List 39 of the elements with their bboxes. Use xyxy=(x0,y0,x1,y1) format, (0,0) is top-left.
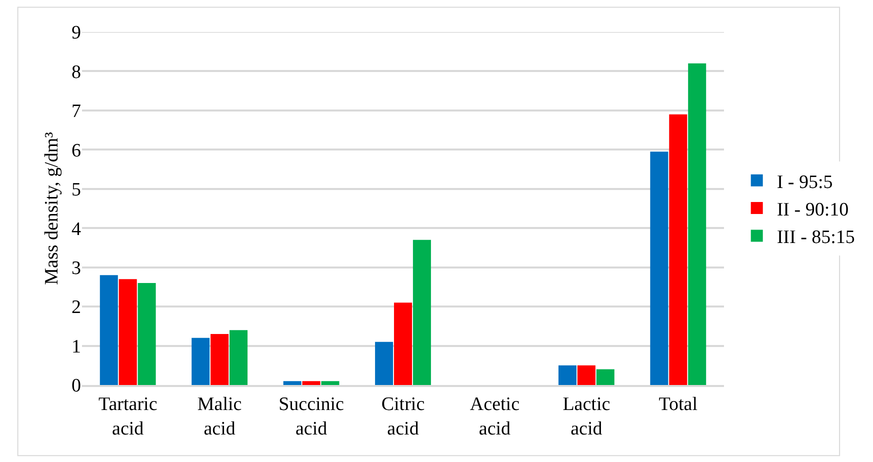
bar xyxy=(302,381,320,385)
y-tick-label: 6 xyxy=(72,140,81,162)
y-tick-label: 4 xyxy=(72,218,82,240)
bar xyxy=(650,152,668,385)
bar xyxy=(138,283,156,385)
y-tick-label: 0 xyxy=(72,376,81,397)
x-tick-label: Malic acid xyxy=(197,394,242,440)
bar xyxy=(100,275,118,385)
bar xyxy=(577,365,596,385)
bar xyxy=(375,342,394,385)
x-tick-label: Citric acid xyxy=(381,394,425,440)
y-tick-label: 2 xyxy=(72,297,81,318)
legend-label: III - 85:15 xyxy=(776,227,855,248)
x-tick-label: Succinic acid xyxy=(278,394,344,440)
bar xyxy=(210,334,229,385)
x-tick-label: Acetic acid xyxy=(470,394,520,440)
bar xyxy=(192,338,210,385)
bar xyxy=(321,381,340,385)
x-tick-label: Tartaric acid xyxy=(98,394,158,440)
y-axis-title: Mass density, g/dm³ xyxy=(41,132,62,285)
bar xyxy=(669,114,688,385)
legend-label: I - 95:5 xyxy=(776,172,833,193)
bar xyxy=(412,240,431,385)
bar xyxy=(688,63,706,385)
x-tick-label: Total xyxy=(658,394,698,415)
x-tick-label: Lactic acid xyxy=(562,394,610,440)
legend-label: II - 90:10 xyxy=(776,199,849,220)
bar xyxy=(596,369,614,385)
bar xyxy=(558,365,576,385)
bar xyxy=(394,302,412,385)
y-tick-label: 7 xyxy=(72,101,81,122)
y-tick-label: 5 xyxy=(72,180,81,201)
y-tick-label: 8 xyxy=(72,62,81,83)
bar xyxy=(118,279,137,385)
y-tick-label: 3 xyxy=(72,258,81,279)
y-tick-label: 1 xyxy=(72,336,81,358)
bar xyxy=(283,381,302,385)
y-tick-label: 9 xyxy=(72,22,81,44)
bar xyxy=(230,330,248,385)
